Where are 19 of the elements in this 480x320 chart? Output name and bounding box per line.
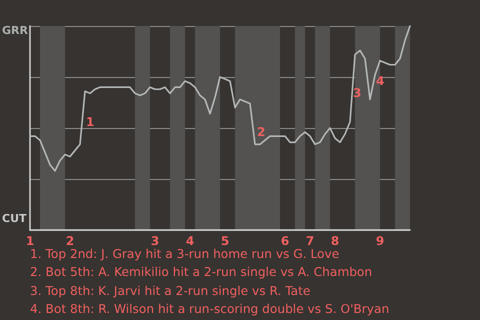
x-tick-label: 9: [376, 234, 384, 248]
x-tick-label: 8: [330, 234, 340, 248]
text: CUT: [2, 212, 28, 225]
annotation: 1: [86, 115, 94, 129]
annotation: 3: [352, 86, 362, 100]
text: 3. Top 8th: K. Jarvi hit a 2-run single vs R. Tate: [30, 282, 312, 300]
x-tick-label: 3: [150, 234, 160, 248]
x-tick-label: 7: [306, 234, 314, 248]
x-tick-label: 5: [220, 234, 230, 248]
annotation: 2: [256, 125, 266, 139]
x-tick-label: 2: [66, 234, 74, 248]
x-tick-label: 1: [26, 234, 34, 248]
text: 1. Top 2nd: J. Gray hit a 3-run home run vs G. Love: [30, 247, 340, 261]
x-tick-label: 6: [280, 234, 290, 248]
text: GRR: [2, 24, 28, 37]
x-tick-label: 4: [186, 234, 194, 248]
text: 2. Bot 5th: A. Kemikilio hit a 2-run single vs A. Chambon: [30, 264, 374, 282]
annotation: 4: [376, 74, 384, 88]
text: 4. Bot 8th: R. Wilson hit a run-scoring double vs S. O'Bryan: [30, 300, 390, 318]
